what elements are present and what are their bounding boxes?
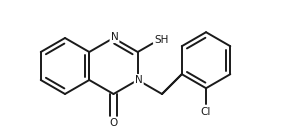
Text: Cl: Cl xyxy=(201,107,211,117)
Text: N: N xyxy=(135,75,143,85)
Text: N: N xyxy=(111,32,118,42)
Text: SH: SH xyxy=(154,35,168,45)
Text: O: O xyxy=(109,118,118,128)
